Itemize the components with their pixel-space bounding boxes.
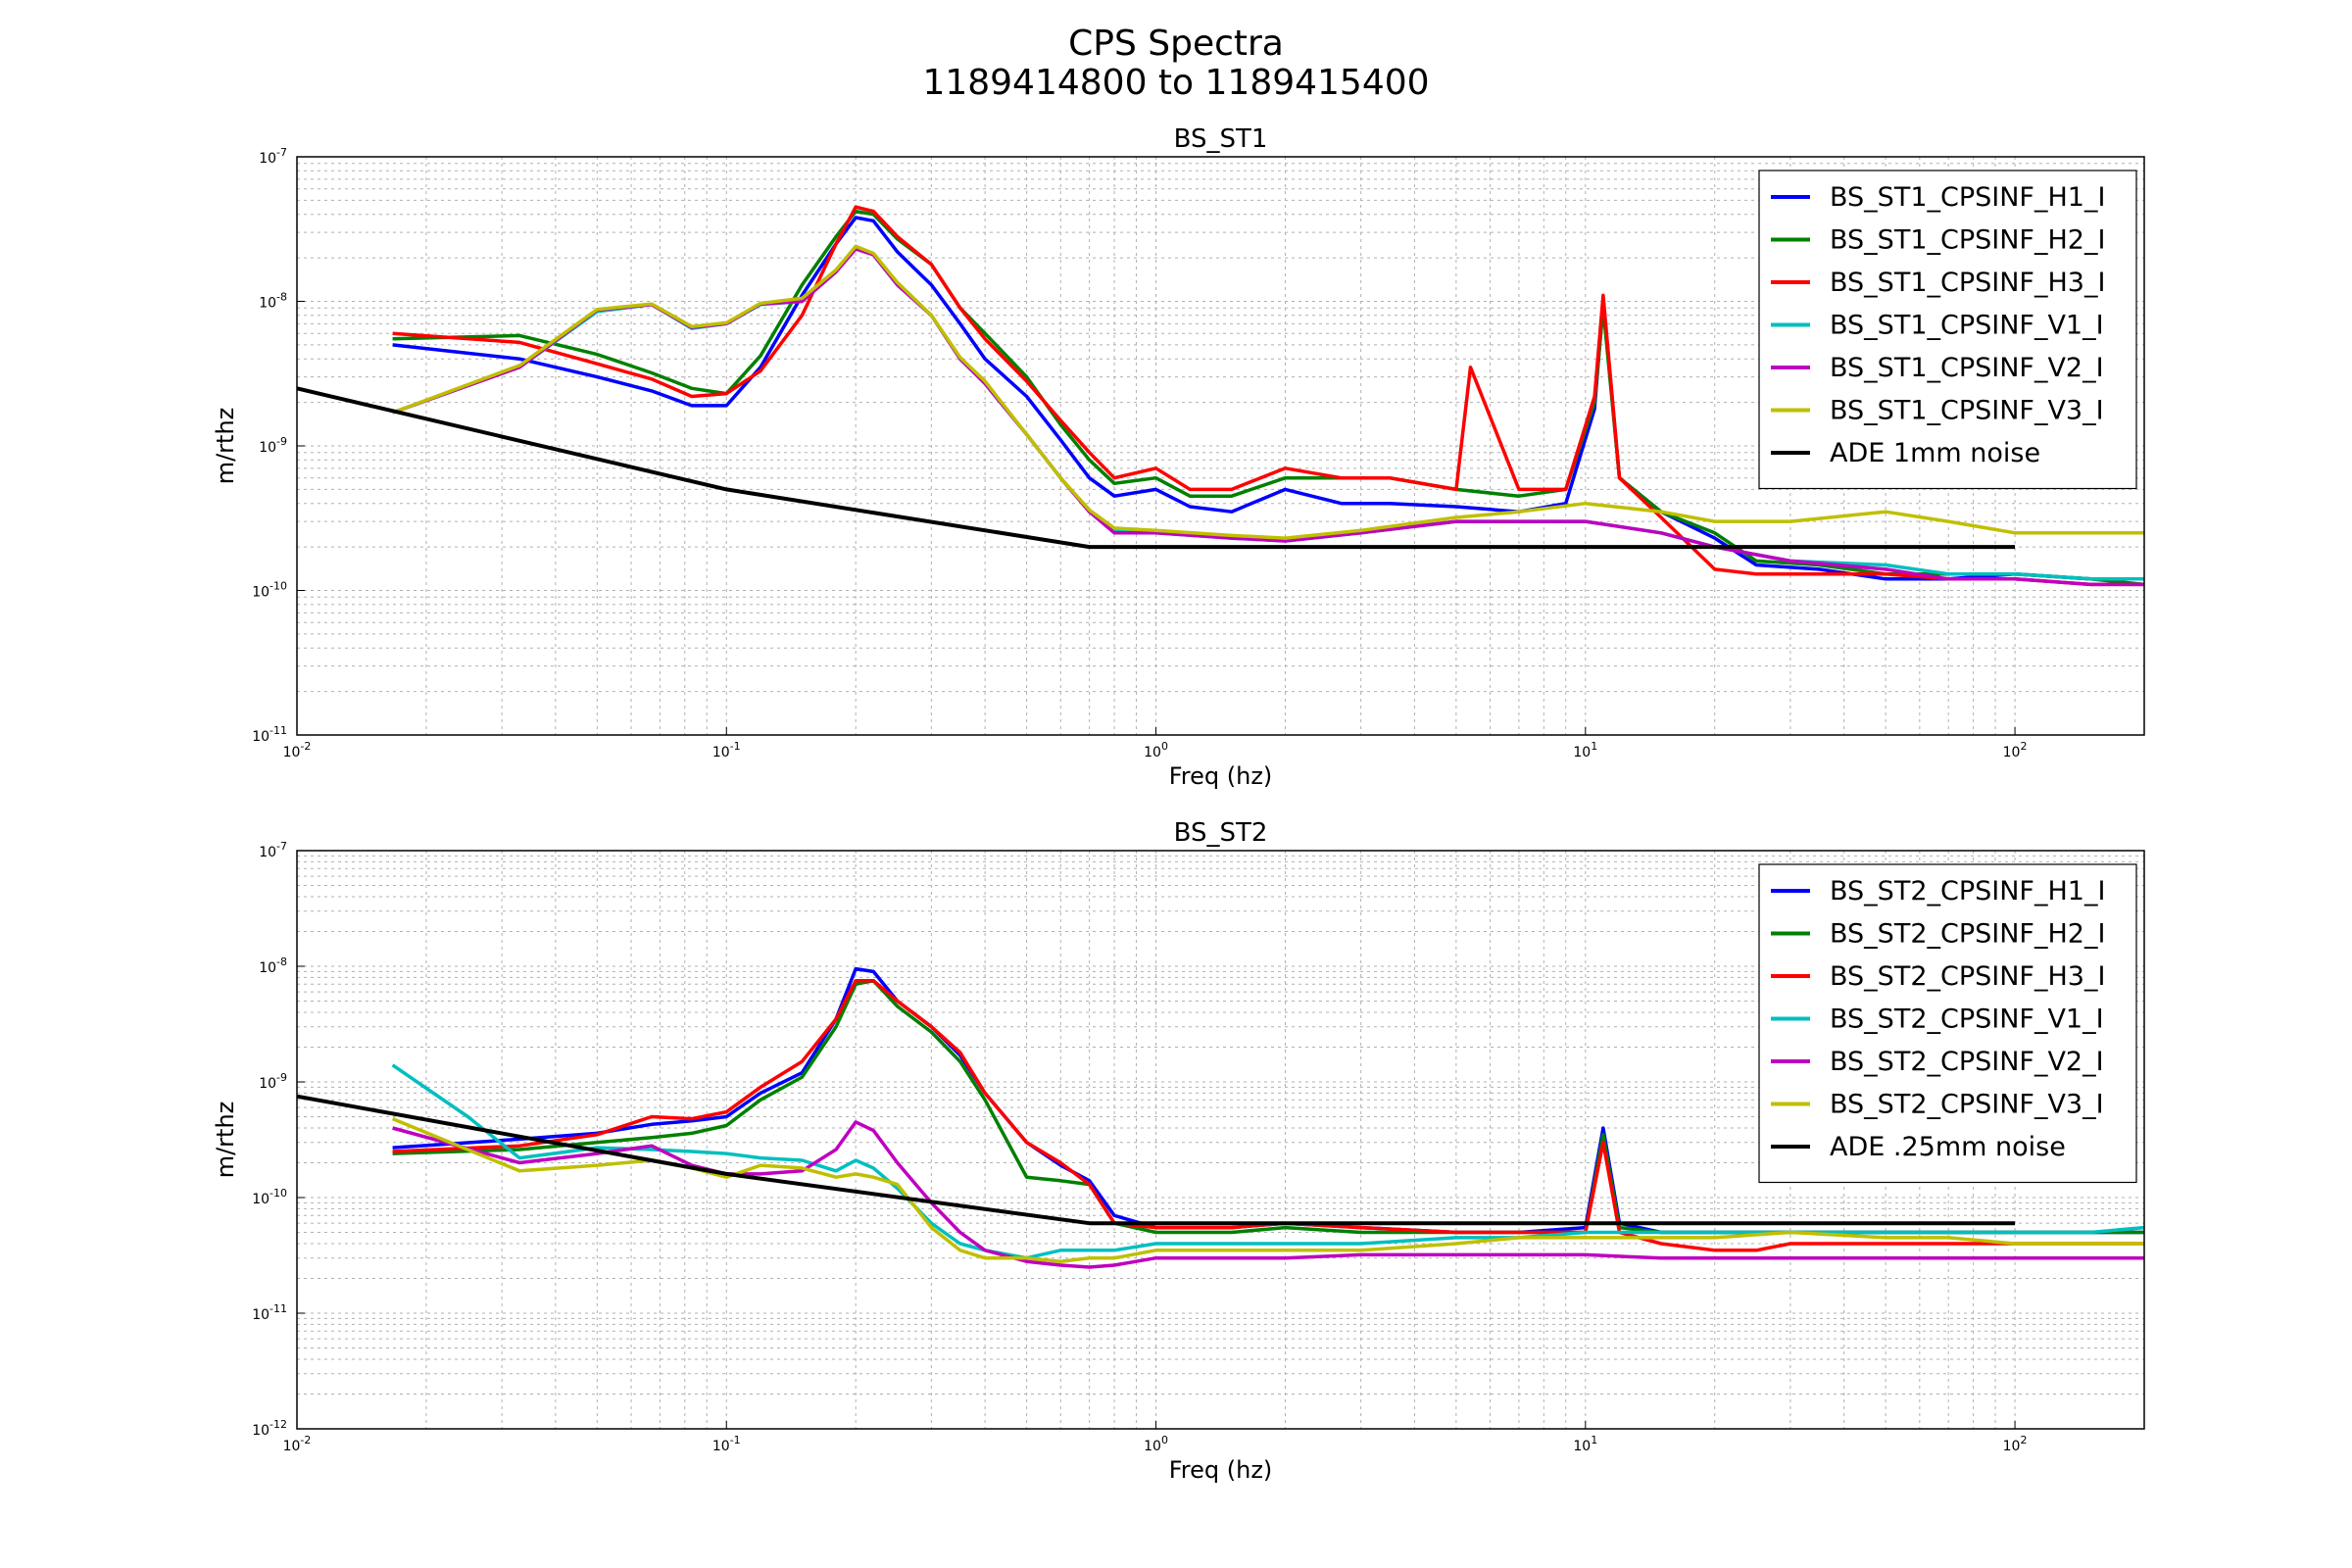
y-tick-label: 10-7 [259,840,287,860]
legend-label: BS_ST1_CPSINF_V1_I [1830,311,2104,341]
plot-frame [296,850,2145,1430]
x-tick-label: 10-1 [712,740,741,760]
series-line-ade [297,386,2016,550]
x-tick-label: 100 [1144,740,1168,760]
y-tick-label: 10-7 [259,146,287,167]
x-tick-label: 10-1 [712,1434,741,1454]
series-line-v3 [391,244,2144,540]
y-tick-label: 10-9 [259,435,287,456]
legend-label: BS_ST1_CPSINF_H2_I [1830,225,2105,256]
x-tick-label: 102 [2003,1434,2028,1454]
y-tick-label: 10-8 [259,291,287,312]
legend-box [1758,170,2137,490]
y-tick-label: 10-12 [252,1418,287,1439]
y-tick-label: 10-10 [252,580,287,601]
series-group [297,966,2144,1269]
y-tick-label: 10-10 [252,1187,287,1207]
y-axis-label: m/rthz [212,408,239,485]
legend-box [1758,863,2137,1184]
x-axis-label: Freq (hz) [1169,1456,1273,1484]
legend-label: ADE .25mm noise [1830,1132,2066,1162]
y-axis-label: m/rthz [212,1102,239,1179]
plot-frame [296,156,2145,736]
legend-label: BS_ST2_CPSINF_H2_I [1830,919,2105,950]
legend: BS_ST2_CPSINF_H1_I BS_ST2_CPSINF_H2_I BS_S… [1758,863,2137,1184]
y-tick-label: 10-11 [252,1302,287,1323]
x-tick-label: 10-2 [283,740,312,760]
x-tick-label: 10-2 [283,1434,312,1454]
y-tick-label: 10-9 [259,1071,287,1092]
legend-label: BS_ST1_CPSINF_V2_I [1830,353,2104,383]
legend-label: BS_ST1_CPSINF_H3_I [1830,268,2105,298]
series-line-v2 [392,1120,2144,1269]
legend-label: BS_ST2_CPSINF_H3_I [1830,961,2105,992]
y-tick-label: 10-8 [259,956,287,976]
legend-label: BS_ST2_CPSINF_V2_I [1830,1047,2104,1077]
legend: BS_ST1_CPSINF_H1_I BS_ST1_CPSINF_H2_I BS_S… [1758,170,2137,490]
x-tick-label: 101 [1573,1434,1597,1454]
figure-title-line1: CPS Spectra [1068,24,1284,64]
legend-label: BS_ST2_CPSINF_H1_I [1830,876,2105,906]
x-tick-label: 101 [1573,740,1597,760]
series-line-v3 [391,1116,2144,1263]
legend-label: BS_ST2_CPSINF_V3_I [1830,1090,2104,1120]
panel-title: BS_ST1 [1174,124,1268,154]
series-group [297,205,2144,587]
chart-panel-2: 10-2 10-1 100 101 102 10-12 10-11 10-10 10-9 10-8… [212,818,2145,1484]
series-line-h3 [392,205,2144,587]
legend-label: ADE 1mm noise [1830,438,2040,468]
series-line-ade [297,1094,2016,1226]
legend-label: BS_ST1_CPSINF_H1_I [1830,182,2105,213]
series-line-v1 [391,1063,2144,1260]
legend-label: BS_ST2_CPSINF_V1_I [1830,1004,2104,1035]
x-tick-label: 100 [1144,1434,1168,1454]
panel-title: BS_ST2 [1174,818,1268,848]
chart-panel-1: 10-2 10-1 100 101 102 10-11 10-10 10-9 10-8 10-7 B… [212,124,2145,790]
y-tick-label: 10-11 [252,724,287,745]
figure-title-line2: 1189414800 to 1189415400 [922,63,1430,103]
x-axis-label: Freq (hz) [1169,762,1273,790]
legend-label: BS_ST1_CPSINF_V3_I [1830,396,2104,426]
x-tick-label: 102 [2003,740,2028,760]
